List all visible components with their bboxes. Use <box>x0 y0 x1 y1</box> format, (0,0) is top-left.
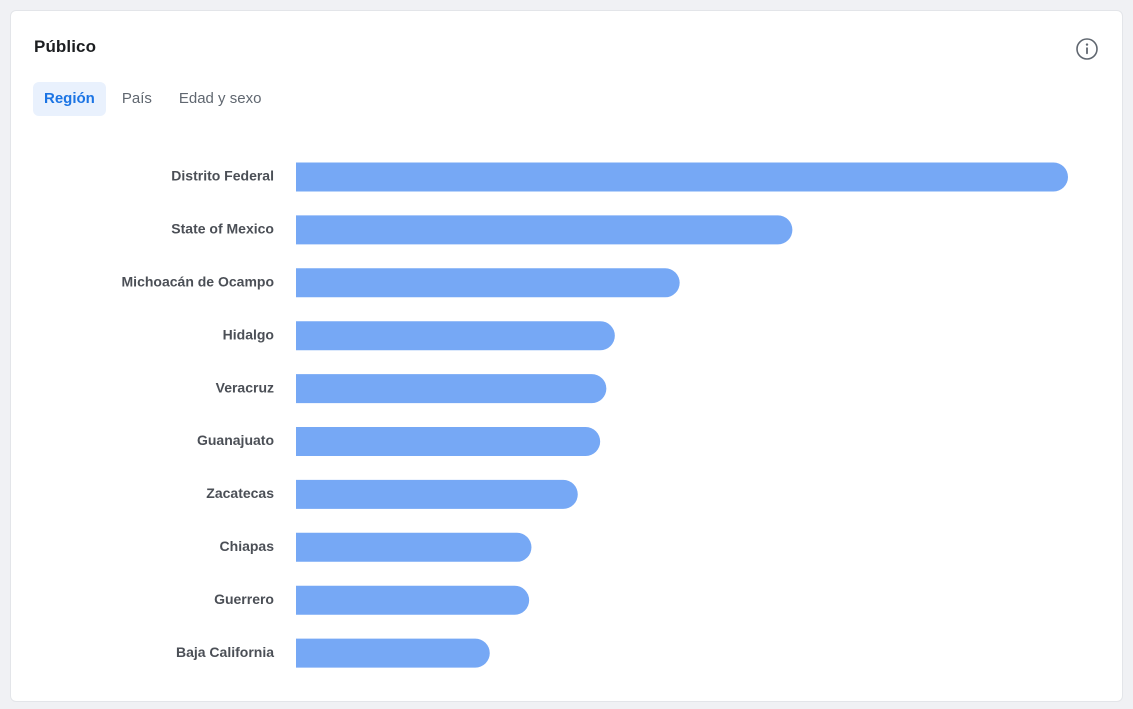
tab-bar: Región País Edad y sexo <box>33 82 277 116</box>
audience-card: Público Región País Edad y sexo Distrito… <box>10 10 1123 702</box>
bar[interactable] <box>296 374 607 404</box>
bar-label: Veracruz <box>216 379 274 395</box>
bar[interactable] <box>296 427 601 456</box>
card-title: Público <box>34 37 97 56</box>
info-icon[interactable] <box>1075 37 1099 61</box>
tab-country[interactable]: País <box>121 90 152 107</box>
tab-region[interactable]: Región <box>33 82 106 116</box>
bar[interactable] <box>296 585 530 615</box>
tab-age-gender[interactable]: Edad y sexo <box>178 90 262 107</box>
bar[interactable] <box>296 321 615 351</box>
bar-label: Zacatecas <box>206 485 274 501</box>
bar-label: Michoacán de Ocampo <box>122 274 274 290</box>
bar-label: Hidalgo <box>223 326 274 342</box>
bar-label: Baja California <box>176 644 274 660</box>
bar-label: Guanajuato <box>197 432 274 448</box>
region-bar-chart: Distrito Federal State of Mexico Michoacán… <box>122 162 1068 668</box>
bar[interactable] <box>296 532 532 562</box>
bar[interactable] <box>296 638 490 668</box>
bar[interactable] <box>296 215 793 245</box>
bar-label: Guerrero <box>214 591 274 607</box>
bar[interactable] <box>296 479 578 509</box>
bar[interactable] <box>296 162 1068 192</box>
bar-label: Chiapas <box>220 538 275 554</box>
bar-label: Distrito Federal <box>171 168 274 184</box>
bar-label: State of Mexico <box>171 221 274 237</box>
bar[interactable] <box>296 268 680 298</box>
